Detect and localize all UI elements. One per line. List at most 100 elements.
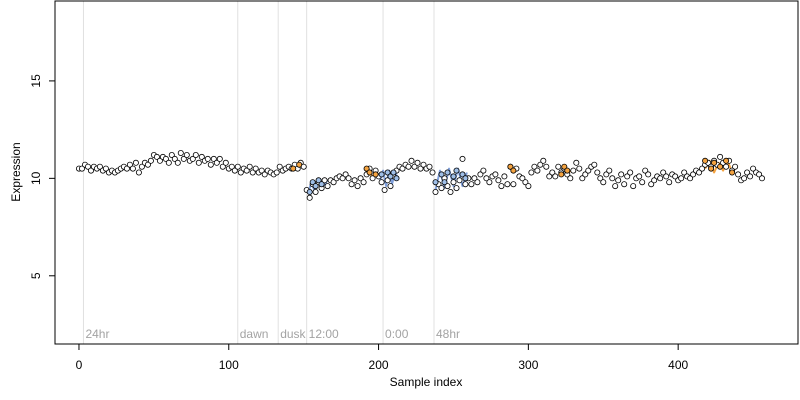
data-point <box>651 177 658 184</box>
data-point <box>432 188 439 195</box>
vline-label: 24hr <box>85 327 109 341</box>
data-point-blue <box>444 169 451 176</box>
data-point <box>306 194 313 201</box>
data-point-blue <box>462 175 469 182</box>
data-point <box>696 169 703 176</box>
data-point <box>519 175 526 182</box>
data-point <box>606 167 613 174</box>
data-point <box>183 151 190 158</box>
data-point <box>459 155 466 162</box>
data-point <box>486 179 493 186</box>
data-point <box>570 167 577 174</box>
data-point <box>219 163 226 170</box>
data-point-blue <box>378 171 385 178</box>
data-point <box>129 165 136 172</box>
data-point <box>732 163 739 170</box>
data-point <box>420 161 427 168</box>
data-point <box>537 161 544 168</box>
data-point-blue <box>438 171 445 178</box>
data-point-orange <box>723 157 730 164</box>
data-point <box>213 159 220 166</box>
data-point <box>603 171 610 178</box>
data-point <box>387 183 394 190</box>
data-point <box>456 177 463 184</box>
x-tick-label: 200 <box>369 358 389 372</box>
data-point <box>189 155 196 162</box>
vline-label: 12:00 <box>309 327 339 341</box>
data-point <box>210 155 217 162</box>
data-point-blue <box>318 181 325 188</box>
data-point <box>192 151 199 158</box>
data-point <box>492 171 499 178</box>
data-point-orange <box>290 165 297 172</box>
data-point <box>231 167 238 174</box>
vline-label: 48hr <box>436 327 460 341</box>
data-point <box>348 181 355 188</box>
data-point <box>177 149 184 156</box>
data-point <box>495 177 502 184</box>
data-point <box>747 173 754 180</box>
data-point <box>429 169 436 176</box>
data-point <box>123 165 130 172</box>
data-point <box>636 173 643 180</box>
data-point <box>180 155 187 162</box>
data-point-blue <box>441 179 448 186</box>
data-point-blue <box>432 179 439 186</box>
data-point-orange <box>717 163 724 170</box>
data-point-blue <box>453 167 460 174</box>
data-point <box>399 165 406 172</box>
data-point <box>504 181 511 188</box>
data-point <box>132 159 139 166</box>
data-point <box>615 177 622 184</box>
data-point <box>723 163 730 170</box>
x-tick-label: 100 <box>219 358 239 372</box>
data-point <box>216 155 223 162</box>
data-point <box>582 171 589 178</box>
data-point <box>405 163 412 170</box>
data-point <box>85 163 92 170</box>
data-point <box>138 163 145 170</box>
data-point <box>609 175 616 182</box>
data-point-orange <box>372 171 379 178</box>
data-point <box>321 177 328 184</box>
data-point <box>531 163 538 170</box>
data-point <box>234 163 241 170</box>
data-point <box>408 157 415 164</box>
data-point <box>510 181 517 188</box>
data-point-orange <box>708 165 715 172</box>
data-point <box>597 175 604 182</box>
data-point <box>663 173 670 180</box>
data-point <box>657 175 664 182</box>
data-point <box>483 175 490 182</box>
data-point <box>168 151 175 158</box>
data-point <box>243 167 250 174</box>
data-point <box>444 183 451 190</box>
data-point-orange <box>296 161 303 168</box>
x-axis: 0 100 200 300 400 <box>76 344 688 372</box>
data-point <box>552 173 559 180</box>
data-point <box>543 163 550 170</box>
data-point <box>666 179 673 186</box>
data-point <box>252 165 259 172</box>
data-point <box>579 175 586 182</box>
data-points <box>76 149 766 201</box>
data-point-blue <box>315 177 322 184</box>
data-point <box>576 165 583 172</box>
data-point <box>501 173 508 180</box>
y-tick-label: 15 <box>29 74 43 88</box>
data-point <box>678 175 685 182</box>
data-point <box>591 161 598 168</box>
data-point <box>528 169 535 176</box>
data-point <box>498 183 505 190</box>
data-point <box>639 179 646 186</box>
annotation-labels: 24hr dawn dusk 12:00 0:00 48hr <box>85 327 460 341</box>
data-point <box>147 157 154 164</box>
data-point <box>126 161 133 168</box>
x-tick-label: 0 <box>76 358 83 372</box>
data-point <box>384 177 391 184</box>
data-point <box>261 171 268 178</box>
data-point <box>624 173 631 180</box>
data-point <box>480 167 487 174</box>
data-point <box>525 183 532 190</box>
data-point <box>447 188 454 195</box>
